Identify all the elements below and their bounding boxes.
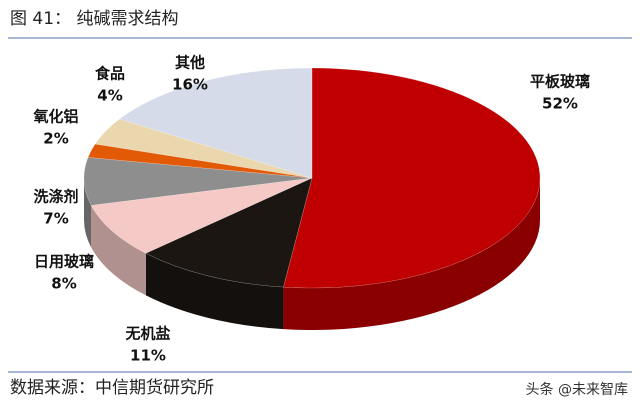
slice — [83, 157, 313, 206]
slice — [118, 67, 313, 179]
chart-title: 图 41： 纯碱需求结构 — [10, 9, 178, 29]
value-label: 52% — [542, 95, 578, 113]
slice-label: 其他 — [175, 54, 205, 72]
slice-label: 无机盐 — [124, 325, 170, 343]
value-label: 4% — [97, 87, 122, 105]
slice-label: 洗涤剂 — [33, 188, 78, 206]
value-label: 11% — [130, 347, 166, 365]
slice — [94, 118, 313, 179]
slice-side — [84, 178, 92, 248]
pie — [83, 67, 541, 331]
slice — [87, 143, 313, 179]
slice-side — [145, 253, 284, 330]
watermark: 头条 @未来智库 — [526, 381, 628, 398]
slice-side — [283, 178, 540, 331]
slice-label: 日用玻璃 — [34, 253, 94, 271]
slice — [90, 177, 313, 254]
slice-side — [91, 205, 146, 296]
value-label: 2% — [43, 130, 68, 148]
slice — [145, 177, 313, 288]
slice-label: 氧化铝 — [32, 108, 78, 126]
source: 数据来源：中信期货研究所 — [10, 378, 214, 398]
slice-label: 食品 — [95, 65, 125, 83]
value-label: 7% — [43, 210, 68, 228]
slice — [283, 67, 541, 289]
value-label: 8% — [51, 275, 76, 293]
value-label: 16% — [172, 76, 208, 94]
slice-label: 平板玻璃 — [530, 73, 590, 91]
